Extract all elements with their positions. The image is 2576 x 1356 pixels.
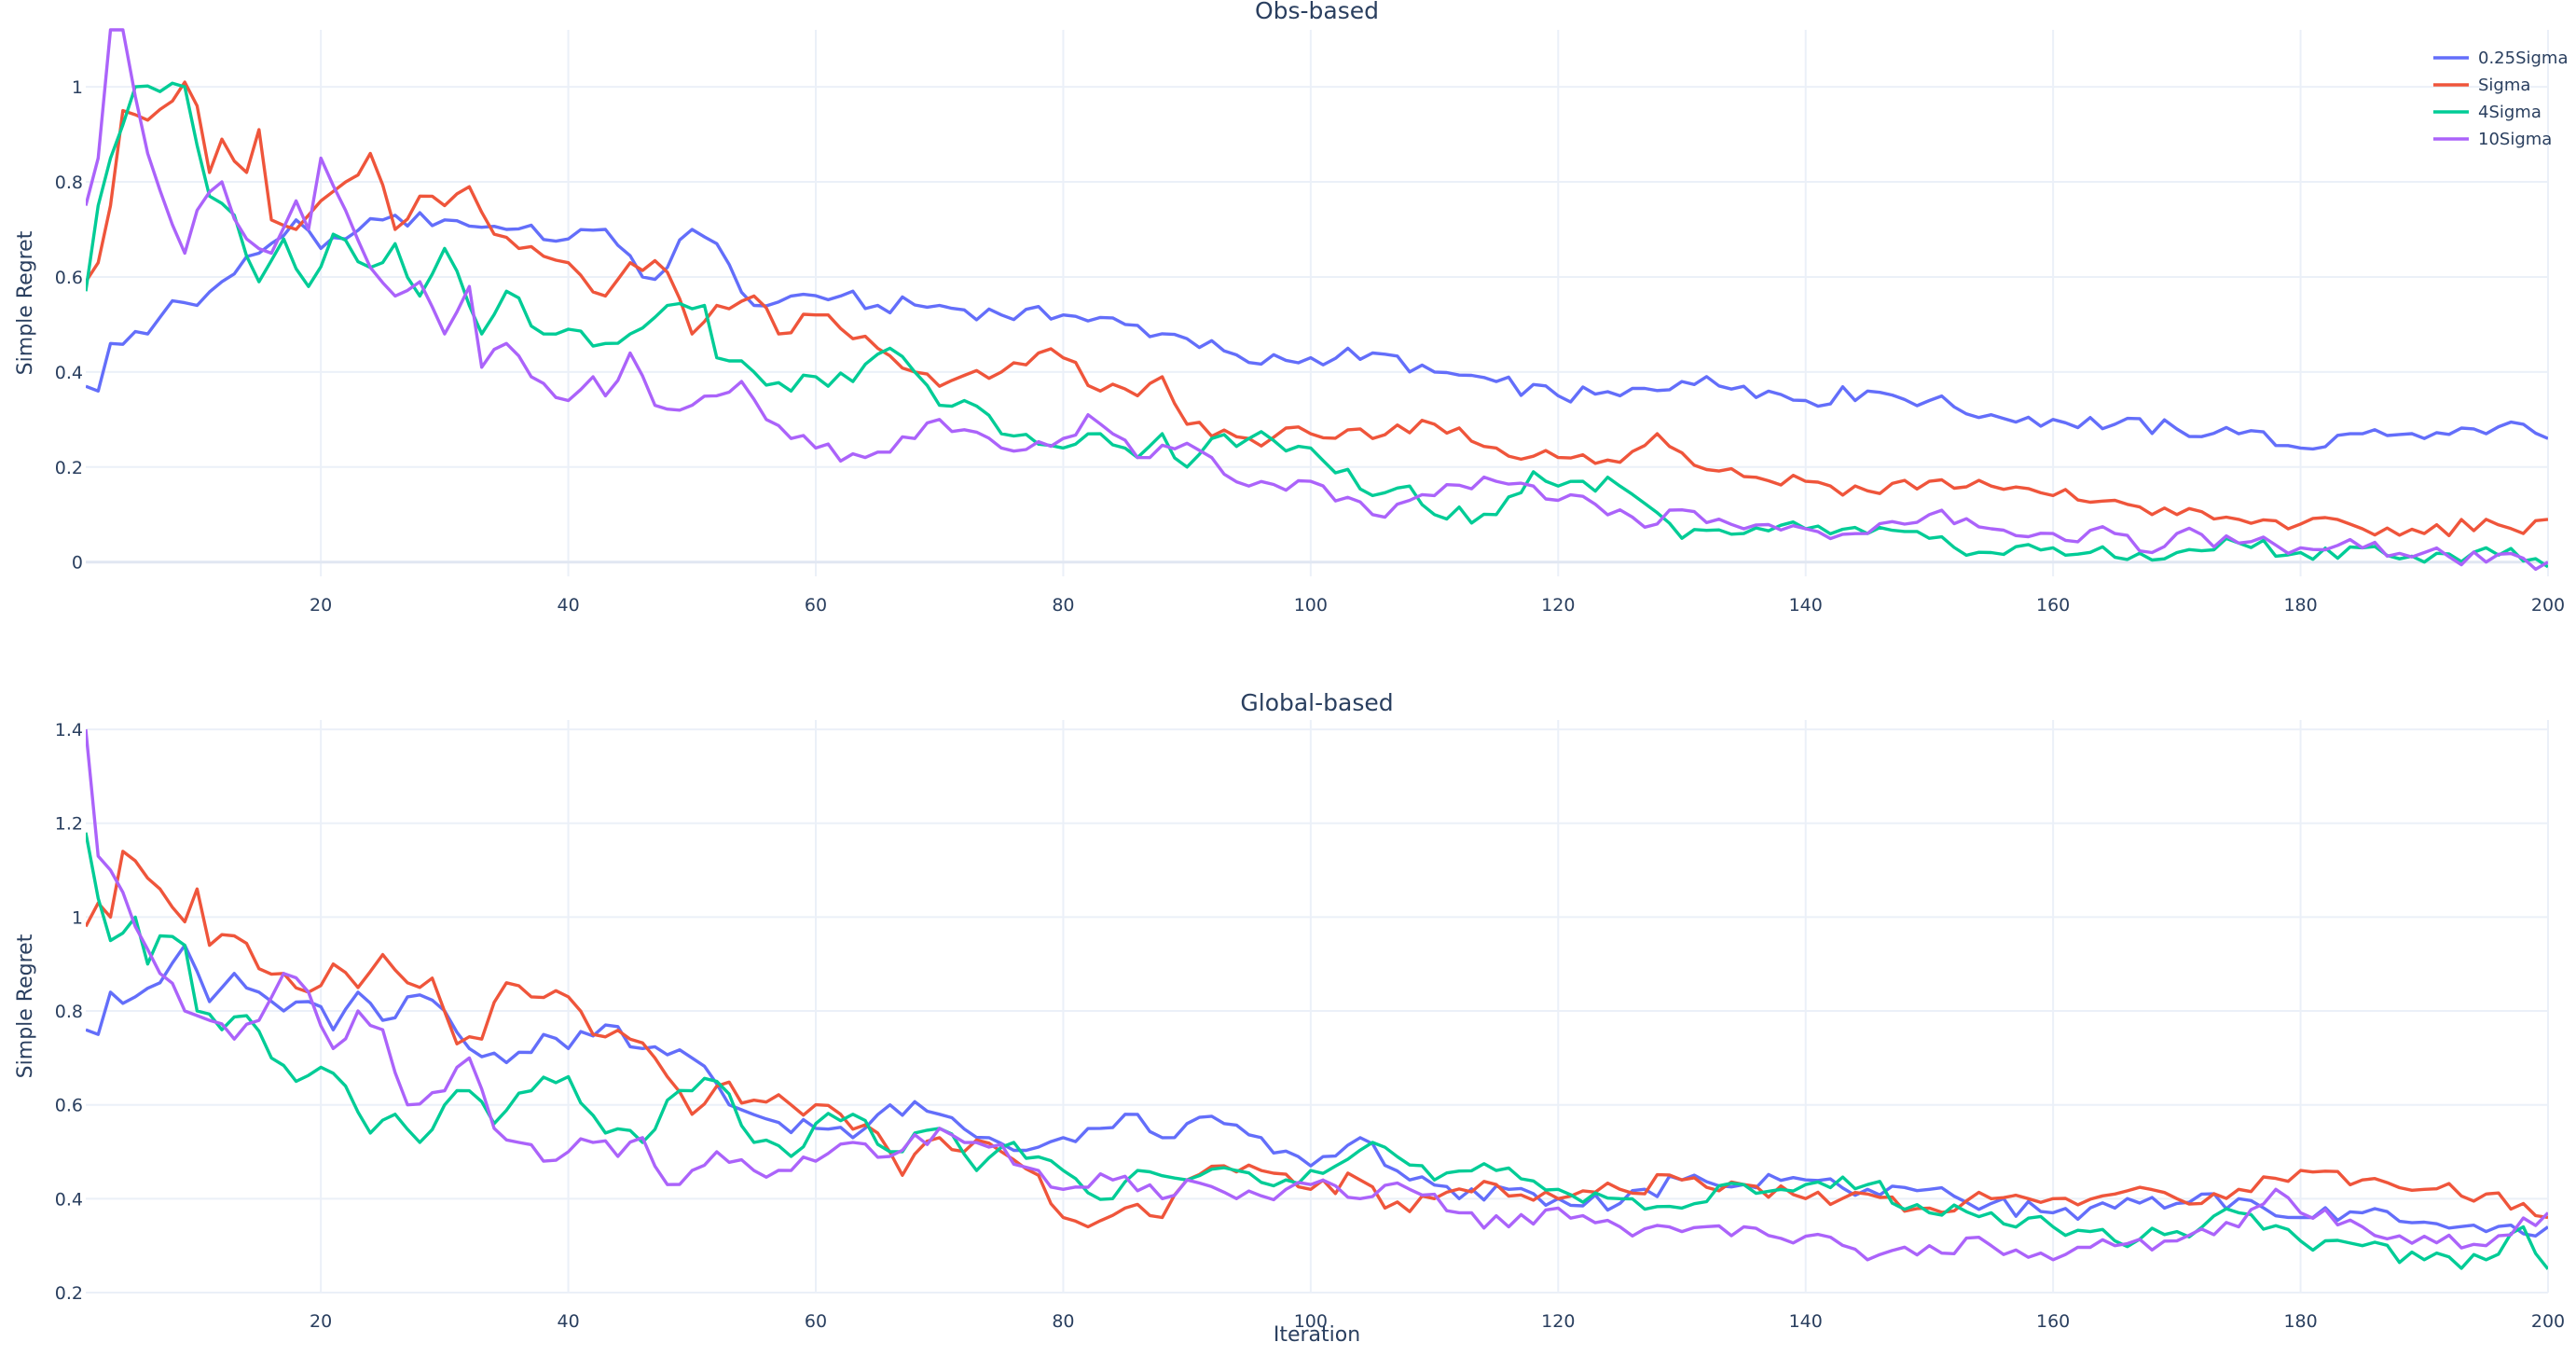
x-tick-label: 160: [2036, 1311, 2070, 1332]
gridlines: [86, 720, 2549, 1294]
x-tick-label: 120: [1541, 1311, 1575, 1332]
series-line-sigma: [86, 850, 2548, 1229]
legend-label: 4Sigma: [2478, 103, 2542, 122]
x-tick-label: 40: [557, 1311, 579, 1332]
y-tick-label: 0: [72, 553, 83, 574]
series-group: [86, 28, 2548, 572]
x-tick-label: 40: [557, 595, 579, 616]
legend-item[interactable]: Sigma: [2433, 76, 2530, 95]
chart-panel-obs-based: 20 40 60 80 100 120 140 160 180 200 0 0.2 0.4 0.6 0.8 1…: [14, 0, 2565, 616]
x-tick-label: 20: [310, 595, 332, 616]
y-tick-label: 1: [72, 77, 83, 98]
series-line-10sigma: [86, 728, 2548, 1262]
chart-panel-global-based: 20 40 60 80 100 120 140 160 180 200 0.2 0.4 0.6 0.8 1 1…: [14, 689, 2565, 1347]
series-group: [86, 728, 2548, 1270]
y-tick-label: 1.4: [55, 720, 83, 740]
y-tick-label: 0.8: [55, 173, 83, 193]
x-tick-label: 180: [2283, 1311, 2317, 1332]
legend-item[interactable]: 4Sigma: [2433, 103, 2542, 122]
y-tick-label: 0.4: [55, 363, 83, 383]
chart-title: Global-based: [1240, 689, 1393, 716]
legend-item[interactable]: 10Sigma: [2433, 130, 2552, 149]
y-axis-label: Simple Regret: [14, 934, 37, 1078]
series-line-sigma: [86, 80, 2548, 537]
x-tick-label: 160: [2036, 595, 2070, 616]
x-tick-label: 60: [805, 1311, 827, 1332]
series-line-4sigma: [86, 81, 2548, 569]
series-line-10sigma: [86, 28, 2548, 572]
y-tick-label: 1: [72, 907, 83, 928]
legend-item[interactable]: 0.25Sigma: [2433, 48, 2569, 68]
x-tick-label: 80: [1052, 1311, 1074, 1332]
chart-title: Obs-based: [1255, 0, 1379, 24]
y-tick-label: 0.2: [55, 458, 83, 478]
x-axis-label: Iteration: [1274, 1323, 1360, 1347]
series-line-025sigma: [86, 211, 2548, 451]
x-tick-label: 140: [1789, 1311, 1823, 1332]
y-axis-label: Simple Regret: [14, 230, 37, 375]
y-tick-label: 1.2: [55, 814, 83, 835]
series-line-025sigma: [86, 943, 2548, 1238]
x-tick-label: 60: [805, 595, 827, 616]
y-tick-label: 0.6: [55, 1096, 83, 1116]
x-tick-label: 180: [2283, 595, 2317, 616]
x-tick-label: 100: [1294, 1311, 1328, 1332]
x-tick-label: 120: [1541, 595, 1575, 616]
x-tick-label: 100: [1294, 595, 1328, 616]
y-tick-label: 0.6: [55, 268, 83, 288]
y-tick-label: 0.8: [55, 1002, 83, 1022]
legend-label: Sigma: [2478, 76, 2530, 95]
y-tick-label: 0.4: [55, 1189, 83, 1210]
legend-label: 0.25Sigma: [2478, 48, 2569, 68]
y-tick-label: 0.2: [55, 1283, 83, 1304]
x-tick-label: 140: [1789, 595, 1823, 616]
x-tick-label: 20: [310, 1311, 332, 1332]
x-tick-label: 200: [2531, 1311, 2565, 1332]
x-tick-label: 80: [1052, 595, 1074, 616]
legend-label: 10Sigma: [2478, 130, 2552, 149]
chart-legend[interactable]: 0.25Sigma Sigma 4Sigma 10Sigma: [2433, 48, 2569, 149]
x-tick-label: 200: [2531, 595, 2565, 616]
gridlines: [86, 30, 2549, 576]
